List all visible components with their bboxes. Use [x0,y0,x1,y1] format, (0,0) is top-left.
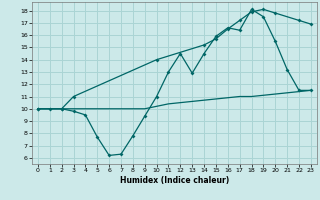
X-axis label: Humidex (Indice chaleur): Humidex (Indice chaleur) [120,176,229,185]
